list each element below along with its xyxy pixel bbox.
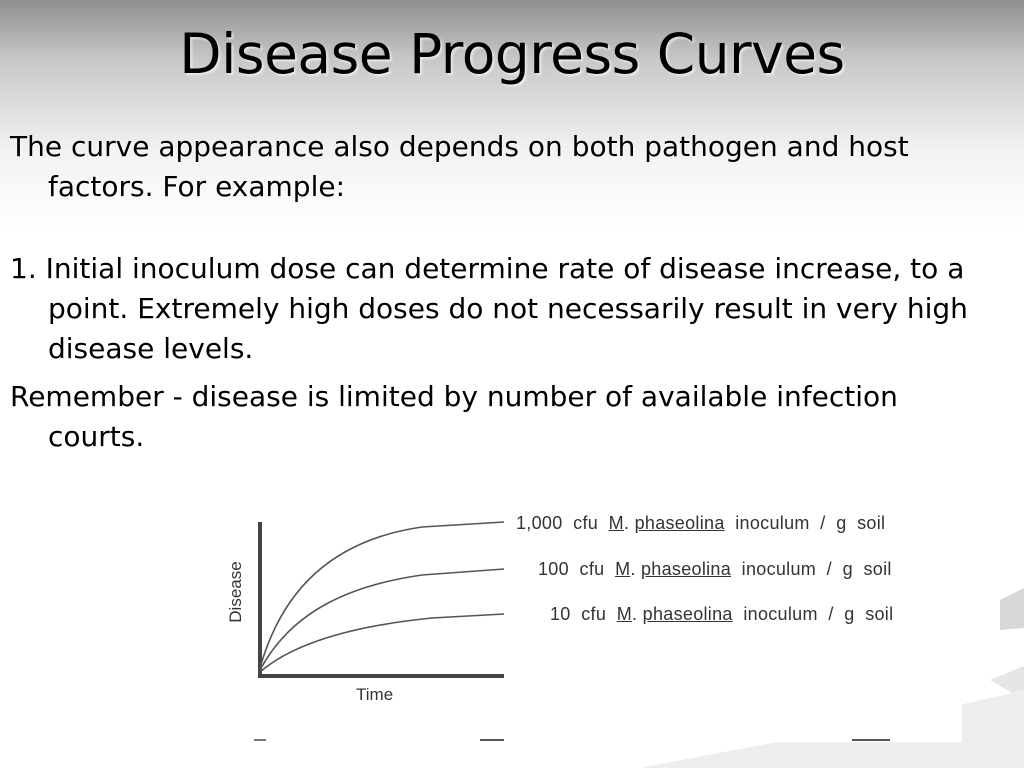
label-suffix: inoculum / g soil: [731, 559, 892, 579]
label-medium-dose: 100 cfu M. phaseolina inoculum / g soil: [538, 559, 892, 579]
remember-paragraph: Remember - disease is limited by number …: [10, 380, 898, 453]
label-high-dose: 1,000 cfu M. phaseolina inoculum / g soi…: [516, 513, 886, 533]
label-prefix: 100 cfu: [538, 559, 616, 579]
intro-paragraph: The curve appearance also depends on bot…: [10, 130, 909, 203]
label-genus: M: [615, 559, 631, 579]
label-suffix: inoculum / g soil: [732, 604, 894, 624]
point-one-paragraph: 1. Initial inoculum dose can determine r…: [10, 252, 968, 365]
slide-body: The curve appearance also depends on bot…: [10, 127, 1000, 457]
y-axis-title: Disease: [226, 561, 245, 623]
label-low-dose: 10 cfu M. phaseolina inoculum / g soil: [550, 604, 894, 624]
disease-progress-figure: Disease Time 1,000 cfu M. phaseolina ino…: [222, 500, 962, 742]
label-species: phaseolina: [640, 559, 732, 579]
label-suffix: inoculum / g soil: [724, 513, 886, 533]
curves-plot: [254, 521, 890, 741]
label-genus: M: [608, 513, 624, 533]
label-species: phaseolina: [642, 604, 733, 624]
curve-high-dose: [259, 521, 505, 669]
label-prefix: 1,000 cfu: [516, 513, 609, 533]
curve-low-dose: [259, 613, 505, 673]
curve-medium-dose: [259, 568, 505, 671]
label-prefix: 10 cfu: [550, 604, 617, 624]
label-species: phaseolina: [634, 513, 725, 533]
label-genus: M: [616, 604, 633, 624]
slide-title: Disease Progress Curves: [179, 22, 845, 86]
x-axis-title: Time: [356, 685, 394, 704]
